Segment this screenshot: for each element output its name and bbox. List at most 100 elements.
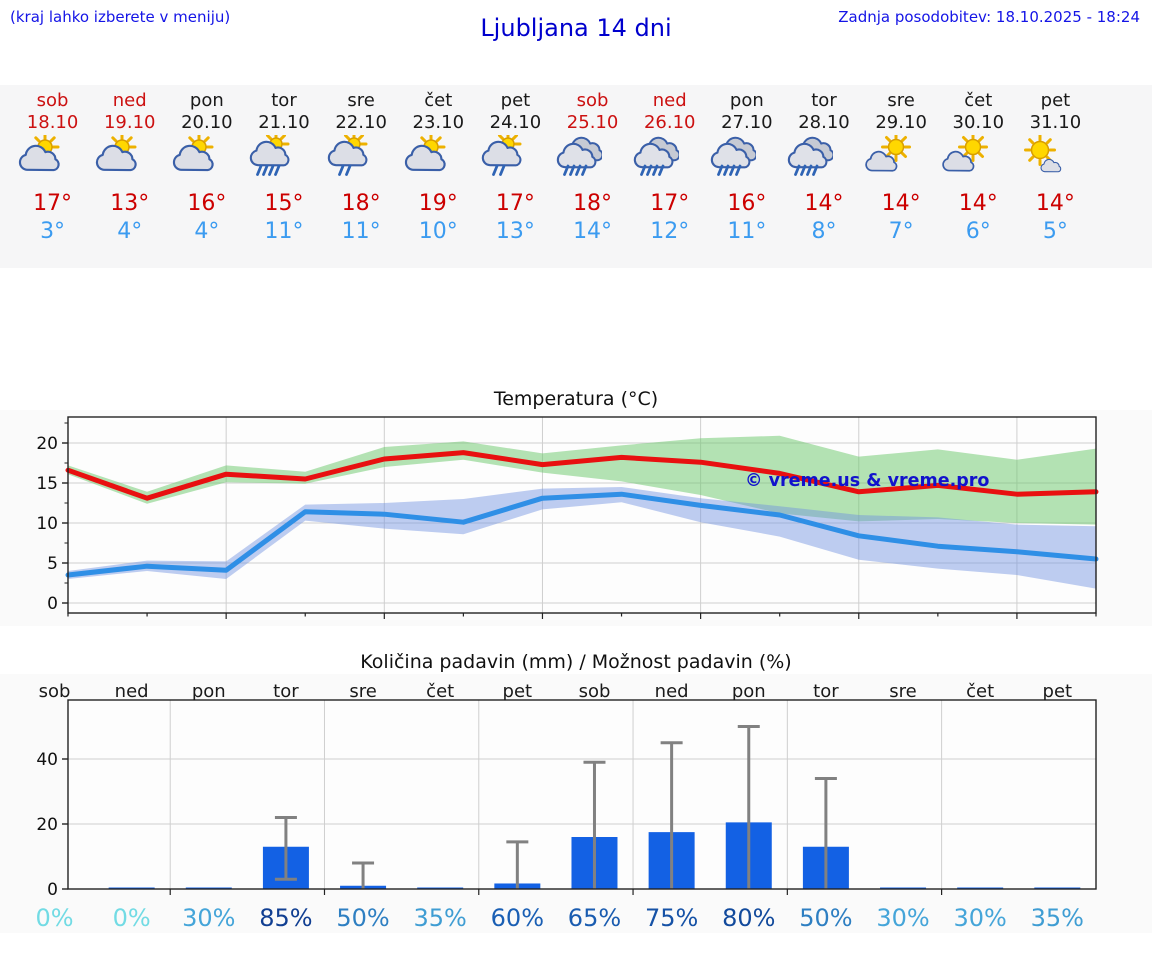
low-temp: 5° <box>1042 219 1068 244</box>
precip-day-label: sob <box>39 681 71 702</box>
day-date: 25.10 <box>566 112 619 133</box>
temperature-chart: 0 5 10 15 20 © vreme.us & vreme.pro <box>36 416 1099 619</box>
high-temp: 14° <box>958 191 998 216</box>
precip-bar <box>185 887 232 889</box>
weather-icon-cloud-sun <box>941 135 988 172</box>
last-update-timestamp: Zadnja posodobitev: 18.10.2025 - 18:24 <box>838 8 1140 26</box>
forecast-day-column[interactable]: tor 28.10 14° 8° <box>785 85 862 268</box>
temperature-chart-title: Temperatura (°C) <box>493 388 659 410</box>
weather-icon <box>554 135 631 189</box>
precip-bar <box>108 887 155 889</box>
precip-day-label: ned <box>655 681 689 702</box>
forecast-day-column[interactable]: tor 21.10 15° 11° <box>245 85 322 268</box>
day-name: sob <box>36 90 69 111</box>
svg-text:0: 0 <box>47 880 58 900</box>
weather-icon-sun-cloud-drizzle <box>481 135 522 176</box>
forecast-day-column[interactable]: ned 19.10 13° 4° <box>91 85 168 268</box>
precip-probability-label: 75% <box>645 904 698 932</box>
weather-icon <box>168 135 245 189</box>
precip-day-label: pet <box>1043 681 1073 702</box>
forecast-day-column[interactable]: pon 20.10 16° 4° <box>168 85 245 268</box>
low-temp: 8° <box>811 219 837 244</box>
forecast-strip: sob 18.10 17° 3° ned 19.10 13° 4° pon 20… <box>0 85 1152 268</box>
high-temp: 15° <box>264 191 304 216</box>
svg-text:15: 15 <box>36 474 58 494</box>
forecast-day-column[interactable]: sre 22.10 18° 11° <box>323 85 400 268</box>
weather-icon-sun-cloud-rain <box>250 135 290 176</box>
high-temp: 14° <box>804 191 844 216</box>
forecast-day-column[interactable]: sob 18.10 17° 3° <box>14 85 91 268</box>
weather-icon-clouds-rain <box>633 136 680 176</box>
page-title: Ljubljana 14 dni <box>480 14 672 42</box>
precipitation-chart-band: 0 20 40 sob ned pon tor sre čet pet sob ned pon tor sr… <box>0 674 1152 933</box>
day-name: sre <box>887 90 915 111</box>
weather-icon <box>91 135 168 189</box>
day-date: 31.10 <box>1029 112 1082 133</box>
day-date: 18.10 <box>26 112 79 133</box>
low-temp: 7° <box>888 219 914 244</box>
low-temp: 6° <box>965 219 991 244</box>
precip-bar <box>957 887 1004 889</box>
high-temp: 18° <box>341 191 381 216</box>
precip-day-label: sob <box>579 681 611 702</box>
day-date: 27.10 <box>721 112 773 133</box>
high-temp: 13° <box>110 191 150 216</box>
precip-probability-label: 0% <box>113 904 151 932</box>
day-date: 28.10 <box>798 112 850 133</box>
low-temp: 11° <box>264 219 304 244</box>
precip-day-label: čet <box>966 681 994 702</box>
weather-icon-clouds-rain <box>711 136 757 176</box>
weather-icon <box>631 135 708 189</box>
weather-icon <box>1017 135 1094 189</box>
precip-probability-label: 30% <box>182 904 235 932</box>
day-name: čet <box>424 90 453 111</box>
forecast-day-column[interactable]: sob 25.10 18° 14° <box>554 85 631 268</box>
day-name: ned <box>652 90 687 111</box>
precip-day-label: sre <box>349 681 376 702</box>
temperature-chart-band: 0 5 10 15 20 © vreme.us & vreme.pro <box>0 410 1152 626</box>
precip-day-label: pon <box>192 681 226 702</box>
forecast-day-column[interactable]: pet 24.10 17° 13° <box>477 85 554 268</box>
day-name: pon <box>729 90 764 111</box>
forecast-day-column[interactable]: ned 26.10 17° 12° <box>631 85 708 268</box>
weather-icon <box>245 135 322 189</box>
high-temp: 17° <box>650 191 690 216</box>
precip-day-label: ned <box>115 681 149 702</box>
precip-bar <box>1034 887 1081 889</box>
high-temp: 18° <box>573 191 613 216</box>
forecast-day-column[interactable]: sre 29.10 14° 7° <box>863 85 940 268</box>
day-name: čet <box>964 90 993 111</box>
day-name: ned <box>112 90 147 111</box>
precip-probability-label: 50% <box>336 904 389 932</box>
weather-icon-sun-cloud <box>18 135 60 172</box>
precip-bar <box>417 887 464 889</box>
day-name: sre <box>347 90 375 111</box>
low-temp: 13° <box>495 219 535 244</box>
forecast-day-column[interactable]: pon 27.10 16° 11° <box>708 85 785 268</box>
day-date: 22.10 <box>335 112 387 133</box>
weather-icon-sun-cloud <box>96 135 137 172</box>
day-date: 29.10 <box>875 112 927 133</box>
weather-icon <box>14 135 91 189</box>
watermark-link[interactable]: © vreme.us & vreme.pro <box>745 471 989 491</box>
precip-probability-label: 50% <box>799 904 852 932</box>
high-temp: 19° <box>418 191 458 216</box>
svg-text:10: 10 <box>36 514 58 534</box>
precip-probability-label: 30% <box>876 904 929 932</box>
weather-icon <box>477 135 554 189</box>
menu-hint[interactable]: (kraj lahko izberete v meniju) <box>10 8 231 26</box>
svg-text:0: 0 <box>47 594 58 614</box>
weather-icon <box>708 135 785 189</box>
weather-icon-cloud-sun <box>864 135 911 172</box>
svg-text:20: 20 <box>36 434 58 454</box>
forecast-day-column[interactable]: čet 30.10 14° 6° <box>940 85 1017 268</box>
min-temp-line <box>65 491 1099 578</box>
forecast-day-column[interactable]: čet 23.10 19° 10° <box>400 85 477 268</box>
day-date: 20.10 <box>181 112 233 133</box>
high-temp: 17° <box>495 191 535 216</box>
high-temp: 16° <box>187 191 227 216</box>
precip-day-label: čet <box>426 681 454 702</box>
forecast-day-column[interactable]: pet 31.10 14° 5° <box>1017 85 1094 268</box>
precip-probability-label: 85% <box>259 904 312 932</box>
low-temp: 4° <box>117 219 143 244</box>
